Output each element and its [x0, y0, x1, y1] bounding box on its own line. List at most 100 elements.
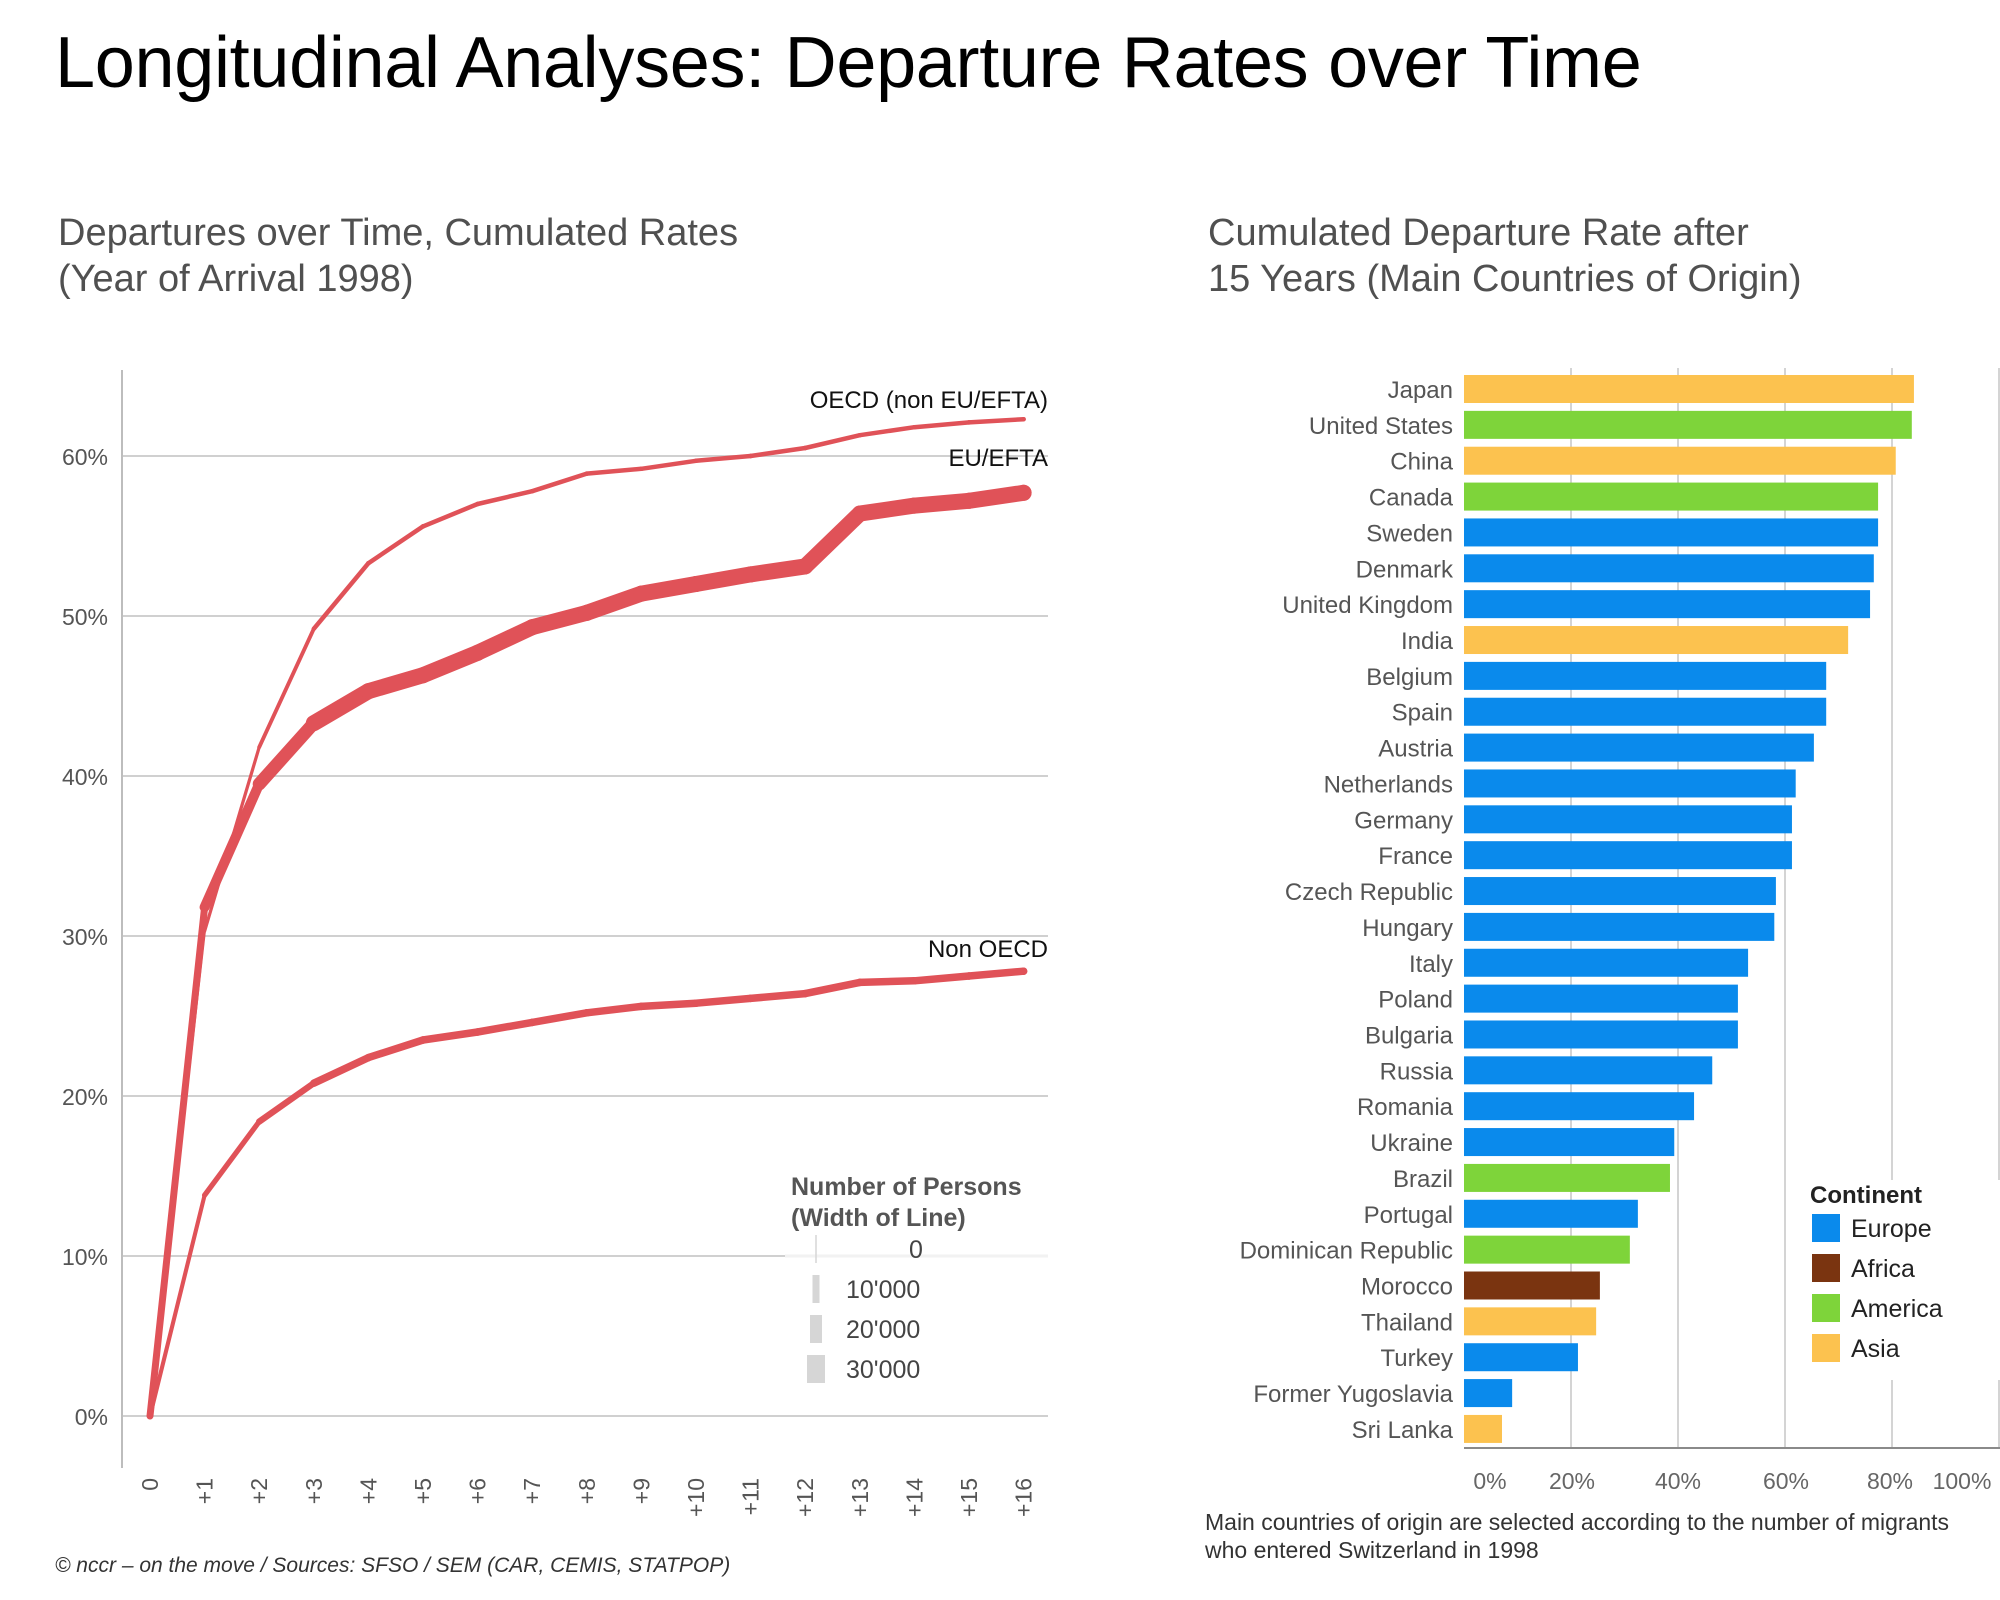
data-point	[578, 604, 595, 621]
series-segment	[364, 1036, 427, 1062]
bar	[1464, 446, 1896, 475]
data-point	[693, 458, 699, 464]
bar	[1464, 1056, 1713, 1085]
bar	[1464, 733, 1814, 762]
data-point	[202, 1193, 207, 1198]
series-segment	[912, 420, 972, 430]
series-segment	[742, 558, 814, 583]
category-label: China	[1390, 449, 1453, 476]
series-segment	[688, 566, 759, 592]
series-segment	[748, 445, 808, 459]
series-segment	[801, 978, 864, 998]
line-width-legend-title-line2: (Width of Line)	[791, 1204, 966, 1232]
legend-label: Africa	[1851, 1255, 1915, 1283]
data-point	[856, 978, 864, 987]
data-point	[473, 1028, 482, 1036]
legend-label: Asia	[1851, 1335, 1900, 1363]
x-tick-label: 20%	[1549, 1468, 1595, 1494]
continent-legend: Continent Europe Africa America Asia	[1805, 1180, 2000, 1380]
category-label: Brazil	[1393, 1166, 1453, 1193]
series-segment	[906, 492, 977, 514]
data-point	[524, 619, 541, 636]
legend-width-swatch	[812, 1275, 820, 1303]
category-label: Czech Republic	[1285, 879, 1453, 906]
data-point	[420, 524, 426, 529]
series-segment	[910, 972, 973, 985]
series-eu-efta	[146, 484, 1032, 1420]
category-label: United Kingdom	[1282, 592, 1453, 619]
series-segment	[146, 903, 209, 1420]
series-segment	[746, 989, 809, 1003]
data-point	[1021, 416, 1026, 422]
series-segment	[257, 626, 316, 750]
x-tick-label: +16	[1011, 1478, 1037, 1517]
bar	[1464, 984, 1738, 1013]
line-chart-series-labels: OECD (non EU/EFTA) EU/EFTA Non OECD	[810, 387, 1048, 963]
x-tick-label: +6	[465, 1478, 491, 1504]
legend-swatch-asia	[1812, 1334, 1840, 1362]
category-label: Turkey	[1381, 1345, 1453, 1372]
data-point	[802, 445, 808, 451]
series-segment	[419, 1028, 482, 1044]
series-segment	[252, 716, 321, 791]
bar-chart-title-line1: Cumulated Departure Rate after	[1208, 212, 1749, 254]
bar	[1464, 877, 1776, 906]
bar	[1464, 1414, 1502, 1443]
data-point	[360, 683, 377, 700]
data-point	[851, 505, 868, 522]
x-tick-label: +15	[956, 1478, 982, 1517]
bar	[1464, 1163, 1670, 1192]
bar	[1464, 1092, 1695, 1121]
series-label: EU/EFTA	[948, 445, 1048, 472]
y-tick-label: 10%	[62, 1244, 108, 1270]
line-chart-title: Departures over Time, Cumulated Rates (Y…	[58, 210, 738, 302]
data-point	[310, 1080, 317, 1087]
data-point	[307, 716, 321, 730]
x-tick-label: +2	[246, 1478, 272, 1504]
bar	[1464, 1271, 1600, 1300]
x-tick-label: +7	[519, 1478, 545, 1504]
legend-label: America	[1851, 1295, 1943, 1323]
data-point	[148, 1414, 152, 1418]
series-segment	[584, 466, 644, 476]
series-label: OECD (non EU/EFTA)	[810, 387, 1048, 414]
category-label: Hungary	[1362, 915, 1453, 942]
category-label: Japan	[1388, 377, 1453, 404]
x-tick-label: +9	[628, 1478, 654, 1504]
category-label: Netherlands	[1324, 771, 1453, 798]
x-tick-label: 0	[137, 1478, 163, 1491]
y-tick-label: 40%	[62, 764, 108, 790]
data-point	[910, 977, 919, 985]
bar	[1464, 912, 1775, 941]
line-chart-title-line2: (Year of Arrival 1998)	[58, 258, 414, 300]
legend-swatch-europe	[1812, 1214, 1840, 1242]
bar	[1464, 375, 1914, 403]
category-label: Sri Lanka	[1352, 1417, 1454, 1444]
series-segment	[633, 576, 704, 602]
series-label: Non OECD	[928, 936, 1048, 963]
source-credit: © nccr – on the move / Sources: SFSO / S…	[55, 1554, 731, 1577]
data-point	[415, 667, 431, 684]
data-point	[912, 424, 917, 430]
legend-swatch-america	[1812, 1294, 1840, 1322]
category-label: Austria	[1378, 736, 1453, 763]
x-tick-label: 60%	[1763, 1468, 1809, 1494]
category-label: United States	[1309, 413, 1453, 440]
bar	[1464, 626, 1849, 655]
data-point	[419, 1036, 427, 1044]
data-point	[857, 432, 863, 438]
bar	[1464, 697, 1827, 726]
bar	[1464, 1128, 1675, 1157]
x-tick-label: +8	[574, 1478, 600, 1504]
series-segment	[311, 560, 371, 632]
data-point	[965, 972, 973, 980]
series-segment	[961, 484, 1032, 509]
series-segment	[199, 779, 265, 913]
legend-width-label: 10'000	[846, 1276, 920, 1304]
y-tick-label: 50%	[62, 604, 108, 630]
data-point	[366, 560, 371, 566]
data-point	[584, 471, 590, 476]
series-oecd-non-eu-efta-	[148, 416, 1026, 1418]
series-segment	[360, 667, 431, 700]
series-segment	[305, 683, 377, 732]
